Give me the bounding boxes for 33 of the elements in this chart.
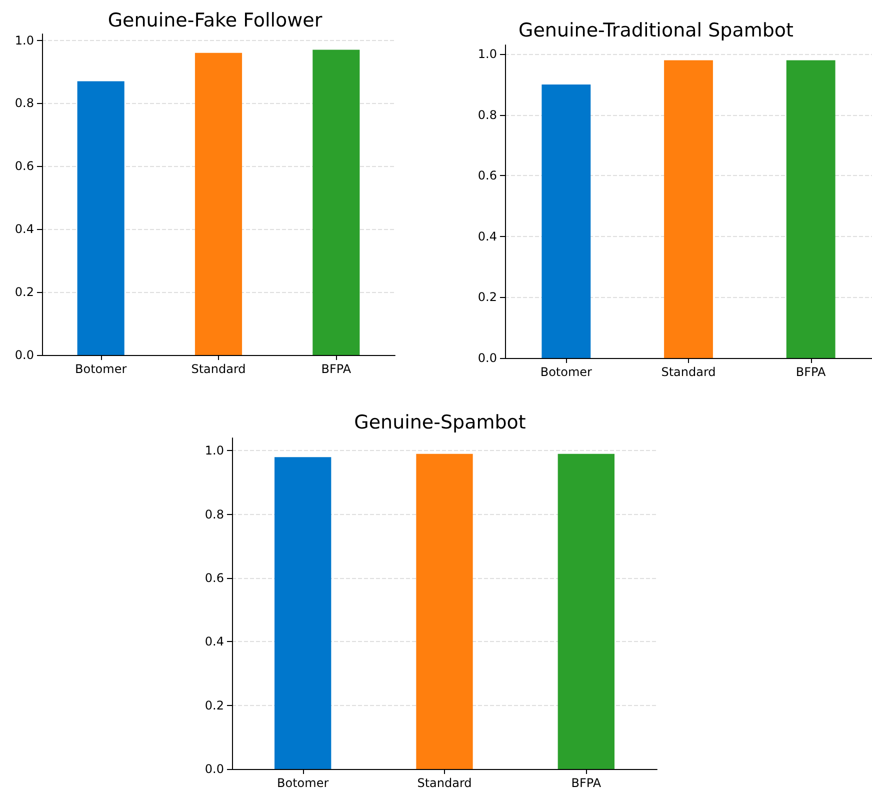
x-tick-label: Standard xyxy=(191,362,246,376)
bar xyxy=(312,50,360,355)
y-tick-label: 0.6 xyxy=(478,168,497,183)
x-tick-label: BFPA xyxy=(571,776,602,789)
x-tick-label: BFPA xyxy=(321,362,352,376)
y-tick-label: 0.6 xyxy=(14,159,34,174)
x-tick-label: Standard xyxy=(661,365,716,379)
x-tick-label: Botomer xyxy=(277,776,329,789)
x-tick-label: Botomer xyxy=(75,362,127,376)
y-tick-label: 0.8 xyxy=(204,507,224,522)
y-tick-label: 0.0 xyxy=(204,762,224,776)
y-tick-label: 0.2 xyxy=(204,698,224,712)
y-tick-label: 0.2 xyxy=(14,285,34,300)
bar xyxy=(194,52,242,355)
bar xyxy=(77,81,124,355)
y-tick-label: 1.0 xyxy=(204,444,224,458)
chart-title: Genuine-Spambot xyxy=(354,412,526,434)
y-tick-label: 0.4 xyxy=(478,229,497,244)
y-tick-label: 1.0 xyxy=(478,47,497,62)
y-tick-label: 0.4 xyxy=(204,634,224,649)
y-tick-label: 0.0 xyxy=(14,348,34,362)
x-tick-label: Standard xyxy=(417,776,472,789)
y-tick-label: 1.0 xyxy=(14,33,34,48)
x-tick-label: BFPA xyxy=(796,365,827,379)
chart-title: Genuine-Fake Follower xyxy=(108,10,322,32)
chart-title: Genuine-Traditional Spambot xyxy=(518,20,794,42)
y-tick-label: 0.2 xyxy=(478,290,497,304)
y-tick-label: 0.8 xyxy=(14,96,34,110)
x-tick-label: Botomer xyxy=(540,365,592,379)
y-tick-label: 0.8 xyxy=(478,108,497,122)
y-tick-label: 0.0 xyxy=(478,351,497,365)
y-tick-label: 0.6 xyxy=(204,571,224,586)
y-tick-label: 0.4 xyxy=(14,222,34,236)
